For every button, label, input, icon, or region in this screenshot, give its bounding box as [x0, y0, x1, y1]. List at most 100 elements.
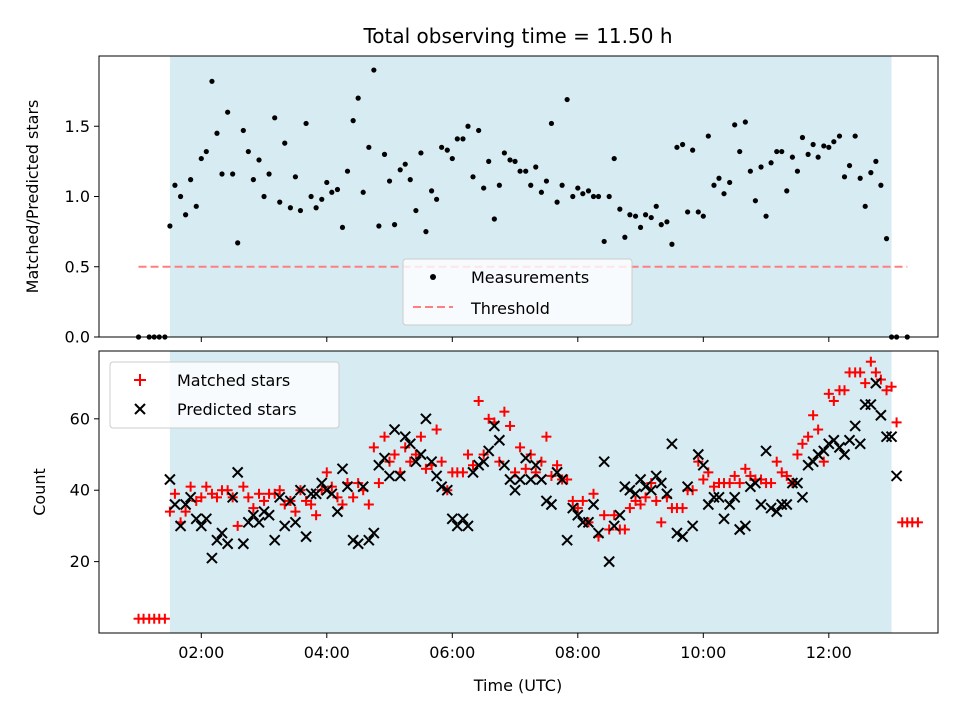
predicted-star-point — [410, 455, 422, 468]
matched-star-point — [577, 495, 588, 506]
predicted-star-marker-b — [739, 520, 752, 532]
predicted-star-marker-b — [582, 516, 595, 529]
matched-star-point — [588, 488, 599, 499]
matched-star-point — [379, 431, 390, 442]
predicted-star-marker-b — [179, 498, 192, 511]
predicted-star-point — [713, 491, 725, 504]
predicted-star-marker-b — [200, 513, 213, 525]
matched-star-point — [384, 456, 395, 467]
measurement-point — [512, 158, 518, 164]
predicted-star-point — [467, 466, 479, 479]
measurement-point — [763, 213, 769, 219]
ratio-y-tick-label: 1.0 — [65, 187, 90, 206]
matched-star-point — [405, 456, 416, 467]
predicted-star-point — [692, 448, 704, 461]
ratio-legend-box — [402, 258, 633, 326]
predicted-star-marker-b — [477, 455, 490, 468]
measurement-point — [381, 151, 388, 157]
legend-predicted-label: Predicted stars — [177, 400, 297, 419]
predicted-star-marker-b — [776, 498, 788, 511]
measurement-point — [705, 133, 711, 139]
predicted-star-marker-b — [645, 484, 657, 496]
predicted-star-point — [179, 498, 192, 511]
measurement-point — [319, 196, 325, 202]
measurement-point — [852, 133, 858, 139]
ratio-legend: Measurements Threshold — [402, 258, 633, 326]
predicted-star-point — [639, 480, 652, 493]
measurement-point — [648, 214, 654, 221]
measurement-point — [303, 120, 309, 127]
predicted-star-marker-b — [870, 377, 882, 389]
predicted-star-point — [268, 534, 281, 546]
predicted-star-marker-b — [833, 441, 846, 454]
measurement-point — [491, 216, 497, 222]
predicted-star-point — [247, 509, 260, 521]
predicted-star-marker-b — [796, 491, 809, 504]
matched-star-point — [828, 395, 839, 406]
measurement-point — [198, 155, 204, 162]
matched-star-point — [478, 449, 489, 460]
predicted-star-point — [645, 484, 657, 496]
measurement-point — [617, 206, 623, 212]
measurement-point — [747, 168, 753, 174]
count-legend: Matched stars Predicted stars — [109, 361, 340, 429]
matched-star-point — [321, 467, 332, 478]
matched-star-point — [803, 431, 814, 442]
measurement-point — [366, 144, 372, 150]
matched-star-point — [180, 506, 191, 517]
measurement-point — [297, 207, 304, 214]
measurement-point — [554, 199, 560, 205]
measurement-point — [203, 148, 209, 155]
predicted-star-marker-b — [520, 452, 532, 464]
predicted-star-point — [885, 430, 898, 443]
measurement-point — [826, 144, 832, 150]
matched-star-point — [766, 478, 777, 489]
predicted-star-point — [624, 484, 636, 496]
measurement-point — [538, 189, 545, 195]
predicted-star-marker-b — [242, 516, 255, 529]
predicted-star-marker-b — [749, 477, 762, 489]
predicted-star-marker-b — [174, 520, 187, 532]
predicted-star-marker-b — [247, 509, 260, 521]
matched-star-point — [290, 506, 301, 517]
ratio-x-ticks — [200, 337, 830, 342]
matched-star-point — [624, 503, 635, 514]
matched-star-point — [912, 517, 923, 528]
measurement-point — [794, 168, 801, 174]
predicted-star-point — [352, 538, 364, 550]
predicted-star-marker-b — [781, 498, 793, 511]
measurement-point — [256, 157, 262, 163]
measurement-point — [611, 155, 617, 162]
ratio-y-tick-label: 0.0 — [65, 328, 90, 347]
predicted-star-marker-b — [629, 488, 642, 500]
predicted-star-marker-b — [587, 498, 600, 511]
measurement-point — [857, 175, 863, 181]
matched-star-point — [860, 378, 871, 389]
predicted-star-point — [363, 534, 375, 546]
predicted-star-marker-b — [451, 520, 464, 532]
predicted-star-marker-b — [404, 438, 416, 450]
predicted-star-point — [655, 477, 667, 489]
matched-star-point — [206, 488, 217, 499]
count-x-tick-label: 04:00 — [304, 643, 350, 662]
predicted-star-point — [614, 509, 626, 521]
predicted-star-point — [755, 498, 767, 511]
measurement-point — [721, 191, 727, 197]
predicted-star-point — [488, 420, 501, 432]
predicted-star-marker-b — [843, 434, 856, 446]
predicted-star-point — [791, 477, 804, 489]
predicted-star-point — [807, 455, 819, 468]
predicted-star-marker-b — [771, 505, 783, 518]
predicted-star-point — [530, 459, 542, 471]
matched-star-point — [619, 524, 630, 535]
measurement-point — [679, 141, 686, 148]
predicted-star-marker-b — [807, 455, 819, 468]
predicted-star-point — [294, 484, 307, 496]
count-y-axis-label: Count — [30, 468, 49, 516]
predicted-star-point — [666, 438, 678, 450]
predicted-star-point — [572, 509, 584, 521]
matched-star-point — [855, 367, 866, 378]
legend-measurements-marker — [430, 274, 436, 280]
measurement-point — [528, 182, 534, 188]
predicted-star-marker-b — [865, 398, 877, 411]
